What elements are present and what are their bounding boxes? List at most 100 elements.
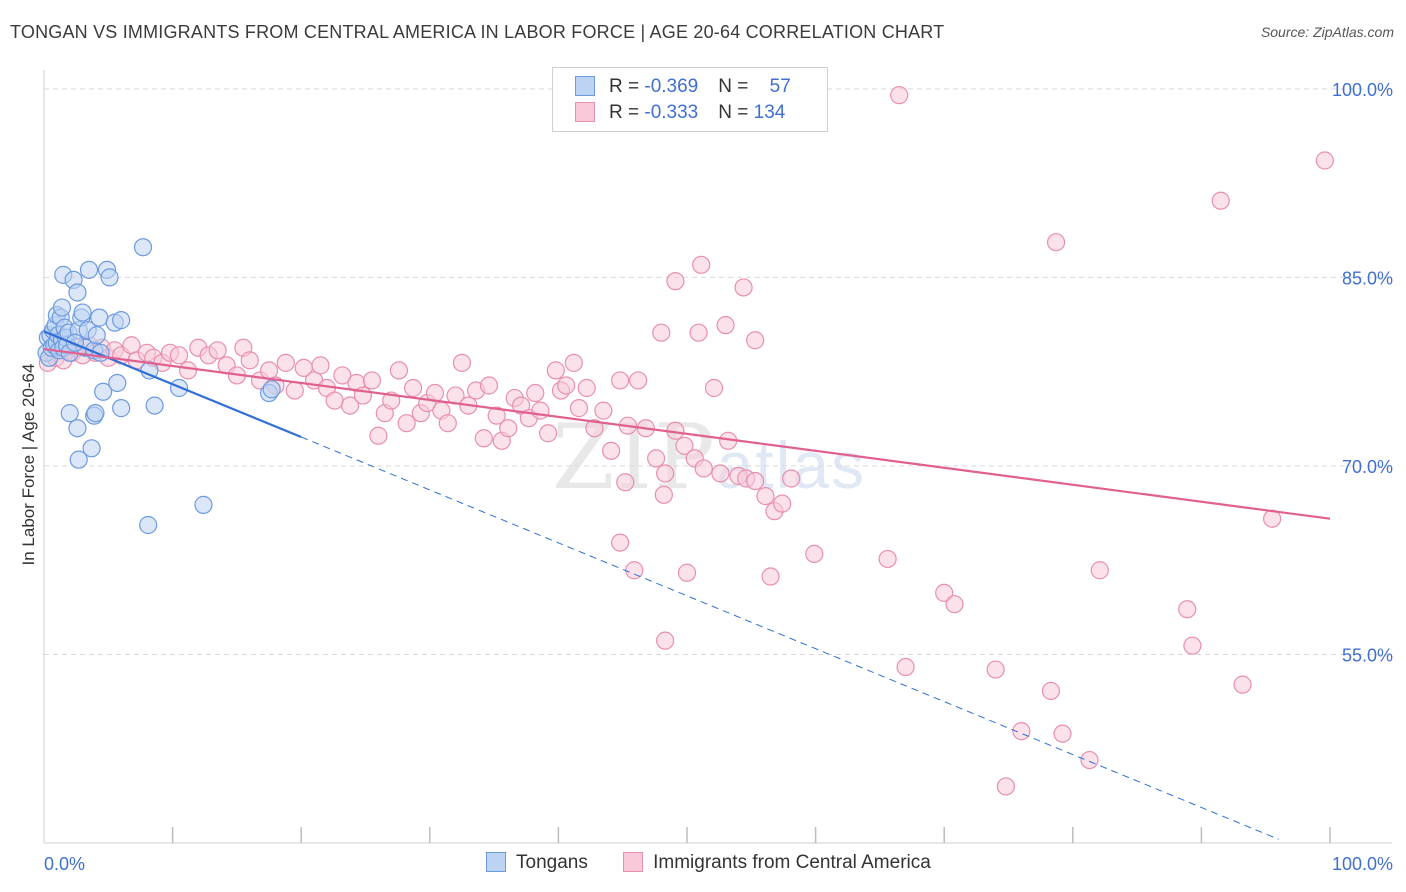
immigrants-swatch (575, 102, 595, 122)
immigrants-point (616, 473, 635, 492)
tongans-point (60, 404, 79, 423)
immigrants-point (259, 361, 279, 380)
immigrants-point (438, 414, 457, 433)
immigrants-point (694, 459, 713, 478)
immigrants-n-label: N = (718, 102, 754, 123)
immigrants-point (594, 401, 613, 420)
immigrants-point (761, 567, 780, 586)
immigrants-n-value: 134 (753, 102, 786, 123)
immigrants-point (1178, 600, 1197, 619)
immigrants-point (746, 471, 765, 491)
immigrants-point (689, 323, 708, 342)
y-tick-label: 100.0% (1332, 80, 1393, 100)
immigrants-point (896, 657, 915, 677)
source-label: Source: ZipAtlas.com (1260, 24, 1394, 40)
immigrants-point (539, 424, 558, 443)
immigrants-r-value: -0.333 (644, 102, 699, 123)
immigrants-point (276, 353, 295, 372)
tongans-point (100, 268, 119, 287)
chart-title: TONGAN VS IMMIGRANTS FROM CENTRAL AMERIC… (10, 22, 945, 42)
immigrants-point (362, 371, 382, 390)
immigrants-point (677, 563, 697, 582)
immigrants-point (756, 486, 775, 506)
tongans-point (112, 399, 131, 418)
immigrants-point (557, 376, 576, 395)
x-tick-label-max: 100.0% (1332, 854, 1393, 874)
immigrants-point (711, 464, 730, 483)
immigrants-point (782, 469, 801, 488)
immigrants-point (734, 278, 753, 297)
immigrants-point (1211, 191, 1230, 210)
immigrants-point (647, 449, 666, 468)
tongans-r-value: -0.369 (644, 76, 699, 97)
immigrants-r-label: R = (609, 102, 645, 123)
tongans-point (94, 382, 113, 401)
immigrants-point (986, 660, 1005, 679)
immigrants-point (666, 272, 685, 291)
immigrants-point (389, 361, 409, 380)
immigrants-point (656, 631, 675, 650)
immigrants-point (602, 441, 621, 460)
tongans-point (139, 515, 158, 535)
immigrants-point (773, 494, 792, 513)
immigrants-point (935, 583, 954, 602)
immigrants-point (208, 341, 227, 360)
correlation-legend: R = -0.369 N = 57 R = -0.333 N = 134 (552, 67, 828, 132)
immigrants-point (692, 255, 711, 274)
tongans-point (69, 450, 88, 469)
tongans-point (112, 311, 131, 330)
legend-immigrants-label: Immigrants from Central America (653, 852, 931, 873)
immigrants-point (656, 464, 675, 483)
legend-tongans-swatch (486, 852, 506, 872)
y-tick-label: 55.0% (1342, 645, 1393, 665)
immigrants-point (805, 544, 824, 564)
immigrants-point (340, 396, 360, 415)
legend-item-immigrants: Immigrants from Central America (623, 852, 931, 874)
tongans-point (194, 495, 213, 514)
immigrants-point (285, 381, 304, 400)
x-tick-label-min: 0.0% (44, 854, 85, 874)
tongans-point (68, 419, 87, 438)
immigrants-point (499, 419, 518, 438)
immigrants-point (945, 595, 964, 614)
series-legend: Tongans Immigrants from Central America (486, 852, 961, 874)
immigrants-point (890, 86, 909, 105)
immigrants-point (1080, 750, 1099, 770)
immigrants-point (526, 383, 545, 403)
immigrants-point (564, 353, 583, 372)
y-tick-label: 70.0% (1342, 457, 1393, 477)
immigrants-point (122, 336, 141, 355)
tongans-n-label: N = (718, 76, 754, 97)
immigrants-point (611, 533, 630, 552)
immigrants-point (178, 361, 198, 380)
immigrants-point (487, 406, 506, 425)
immigrants-point (546, 361, 565, 380)
tongans-r-label: R = (609, 76, 645, 97)
immigrants-point (479, 376, 499, 395)
legend-tongans-label: Tongans (516, 852, 588, 873)
legend-item-tongans: Tongans (486, 852, 588, 874)
immigrants-point (333, 366, 352, 385)
immigrants-point (311, 356, 330, 375)
tongans-trendline-extension (301, 436, 1279, 840)
immigrants-point (1233, 675, 1252, 694)
tongans-point (52, 298, 72, 317)
immigrants-point (746, 331, 765, 350)
immigrants-point (1183, 636, 1202, 655)
immigrants-point (531, 401, 550, 420)
immigrants-point (1046, 233, 1066, 252)
y-axis-label: In Labor Force | Age 20-64 (19, 364, 38, 566)
immigrants-point (474, 429, 493, 448)
legend-immigrants-swatch (623, 852, 644, 872)
tongans-point (79, 260, 99, 279)
immigrants-point (704, 378, 724, 398)
immigrants-point (611, 371, 630, 390)
immigrants-point (569, 399, 589, 418)
immigrants-point (1090, 561, 1109, 580)
tongans-swatch (575, 76, 595, 96)
tongans-point (82, 439, 101, 458)
tongans-point (90, 308, 109, 327)
immigrants-point (240, 351, 259, 370)
immigrants-point (1041, 681, 1061, 701)
tongans-point (87, 326, 106, 345)
